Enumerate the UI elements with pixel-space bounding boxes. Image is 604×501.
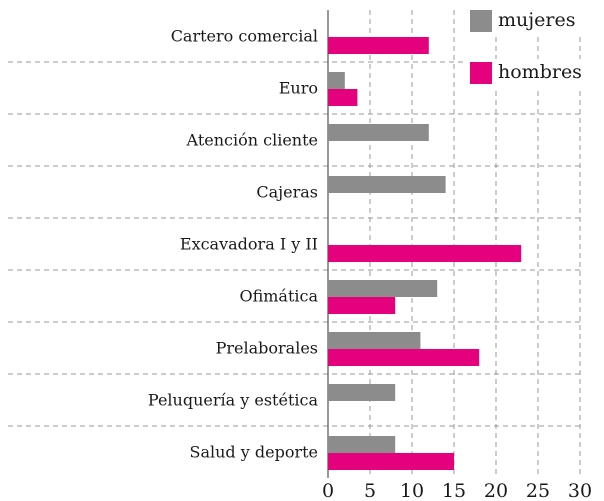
x-tick-label: 10	[400, 480, 424, 501]
bar	[328, 332, 421, 349]
bar	[328, 124, 429, 141]
category-label: Prelaborales	[216, 339, 318, 358]
legend-label: mujeres	[498, 9, 575, 31]
category-label: Euro	[279, 79, 318, 98]
category-label: Peluquería y estética	[148, 391, 319, 410]
bar	[328, 384, 396, 401]
bar	[328, 349, 480, 366]
bar	[328, 453, 454, 470]
category-label: Salud y deporte	[189, 443, 318, 462]
x-tick-label: 5	[364, 480, 376, 501]
category-label: Cartero comercial	[171, 27, 318, 46]
bar	[328, 72, 345, 89]
bar	[328, 89, 358, 106]
legend-swatch	[470, 62, 492, 84]
category-label: Ofimática	[239, 287, 318, 306]
category-label: Excavadora I y II	[180, 235, 318, 254]
legend-swatch	[470, 10, 492, 32]
bar	[328, 37, 429, 54]
category-label: Atención cliente	[186, 131, 318, 150]
bar	[328, 176, 446, 193]
x-tick-label: 30	[568, 480, 592, 501]
bar	[328, 436, 396, 453]
x-tick-label: 15	[442, 480, 466, 501]
category-label: Cajeras	[256, 183, 318, 202]
x-tick-label: 25	[526, 480, 550, 501]
legend-label: hombres	[498, 61, 582, 83]
bar	[328, 245, 522, 262]
x-tick-label: 20	[484, 480, 508, 501]
x-tick-label: 0	[322, 480, 334, 501]
bar	[328, 297, 396, 314]
bar	[328, 280, 438, 297]
